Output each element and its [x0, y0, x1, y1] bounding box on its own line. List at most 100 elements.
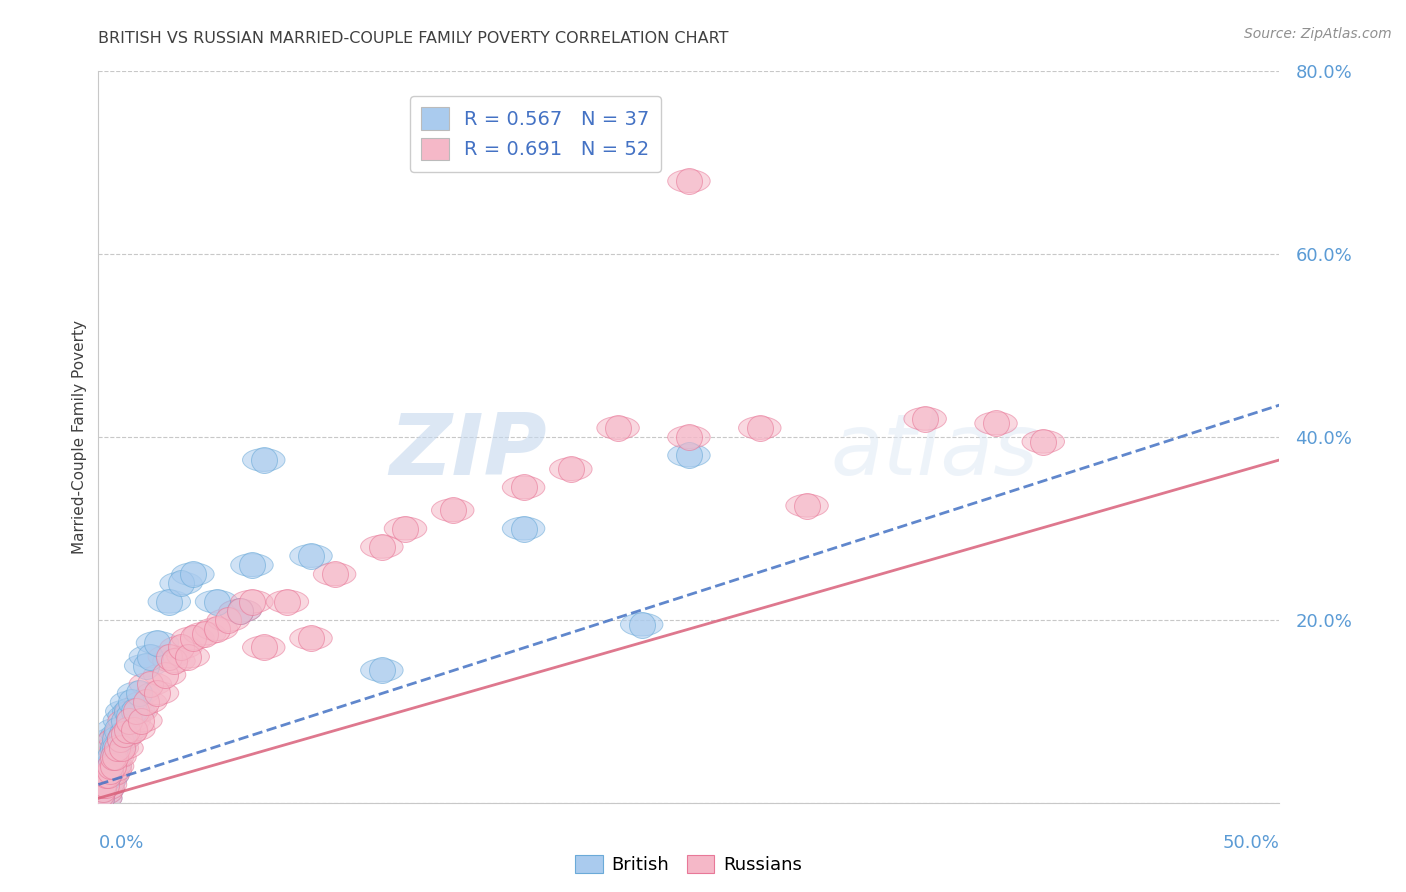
- Ellipse shape: [89, 755, 132, 778]
- Point: [122, 705, 145, 719]
- Point: [135, 695, 157, 709]
- Point: [122, 723, 145, 737]
- Point: [194, 626, 217, 640]
- Ellipse shape: [82, 778, 124, 800]
- Ellipse shape: [91, 755, 134, 778]
- Point: [177, 649, 200, 664]
- Ellipse shape: [84, 764, 127, 787]
- Ellipse shape: [136, 632, 179, 654]
- Text: BRITISH VS RUSSIAN MARRIED-COUPLE FAMILY POVERTY CORRELATION CHART: BRITISH VS RUSSIAN MARRIED-COUPLE FAMILY…: [98, 31, 728, 46]
- Ellipse shape: [160, 636, 202, 659]
- Point: [205, 622, 228, 636]
- Point: [139, 649, 162, 664]
- Point: [118, 709, 141, 723]
- Ellipse shape: [91, 746, 134, 769]
- Ellipse shape: [596, 417, 640, 440]
- Point: [796, 499, 818, 513]
- Ellipse shape: [172, 563, 214, 586]
- Point: [98, 759, 121, 773]
- Ellipse shape: [89, 759, 132, 782]
- Point: [157, 594, 180, 608]
- Point: [118, 714, 141, 728]
- Point: [1032, 434, 1054, 449]
- Point: [104, 731, 127, 746]
- Point: [101, 740, 124, 755]
- Point: [253, 453, 276, 467]
- Point: [157, 649, 180, 664]
- Ellipse shape: [148, 645, 191, 668]
- Point: [90, 787, 112, 801]
- Ellipse shape: [80, 787, 122, 810]
- Point: [229, 604, 252, 618]
- Point: [394, 521, 416, 535]
- Text: ZIP: ZIP: [389, 410, 547, 493]
- Ellipse shape: [82, 773, 124, 796]
- Point: [163, 654, 186, 668]
- Point: [97, 759, 120, 773]
- Ellipse shape: [96, 737, 139, 759]
- Point: [91, 777, 114, 792]
- Point: [135, 658, 157, 673]
- Point: [170, 576, 193, 591]
- Point: [240, 594, 263, 608]
- Ellipse shape: [129, 645, 172, 668]
- Point: [984, 417, 1007, 431]
- Ellipse shape: [502, 517, 546, 540]
- Point: [90, 787, 112, 801]
- Ellipse shape: [112, 718, 155, 741]
- Ellipse shape: [242, 449, 285, 471]
- Ellipse shape: [668, 444, 710, 467]
- Point: [101, 759, 124, 773]
- Point: [111, 740, 134, 755]
- Point: [91, 782, 114, 797]
- Ellipse shape: [219, 599, 262, 623]
- Ellipse shape: [101, 737, 143, 759]
- Point: [108, 731, 131, 746]
- Point: [512, 521, 534, 535]
- Point: [299, 549, 322, 563]
- Ellipse shape: [502, 476, 546, 499]
- Ellipse shape: [91, 737, 134, 759]
- Point: [91, 777, 114, 792]
- Point: [560, 462, 582, 476]
- Point: [253, 640, 276, 655]
- Ellipse shape: [219, 599, 262, 623]
- Ellipse shape: [668, 425, 710, 449]
- Ellipse shape: [231, 591, 273, 613]
- Ellipse shape: [207, 608, 250, 632]
- Point: [217, 613, 239, 627]
- Ellipse shape: [550, 458, 592, 481]
- Point: [512, 480, 534, 494]
- Ellipse shape: [129, 673, 172, 696]
- Point: [170, 640, 193, 655]
- Point: [299, 632, 322, 646]
- Point: [112, 714, 135, 728]
- Ellipse shape: [80, 782, 122, 805]
- Point: [276, 594, 298, 608]
- Ellipse shape: [172, 627, 214, 649]
- Ellipse shape: [1022, 430, 1064, 453]
- Point: [678, 449, 700, 463]
- Ellipse shape: [360, 535, 404, 558]
- Point: [90, 791, 112, 805]
- Point: [181, 567, 204, 582]
- Ellipse shape: [105, 700, 148, 723]
- Ellipse shape: [360, 659, 404, 681]
- Point: [153, 667, 176, 681]
- Ellipse shape: [290, 544, 332, 567]
- Ellipse shape: [110, 690, 153, 714]
- Ellipse shape: [108, 709, 150, 732]
- Ellipse shape: [738, 417, 782, 440]
- Ellipse shape: [82, 773, 124, 796]
- Ellipse shape: [94, 746, 136, 769]
- Ellipse shape: [314, 563, 356, 586]
- Ellipse shape: [290, 627, 332, 649]
- Point: [104, 750, 127, 764]
- Point: [229, 604, 252, 618]
- Ellipse shape: [183, 623, 226, 645]
- Ellipse shape: [143, 664, 186, 686]
- Point: [371, 540, 394, 554]
- Ellipse shape: [94, 727, 136, 750]
- Text: atlas: atlas: [831, 410, 1039, 493]
- Point: [146, 636, 169, 650]
